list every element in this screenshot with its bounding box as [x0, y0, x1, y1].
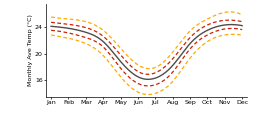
Y-axis label: Monthly Ave Temp (°C): Monthly Ave Temp (°C) [28, 14, 33, 86]
